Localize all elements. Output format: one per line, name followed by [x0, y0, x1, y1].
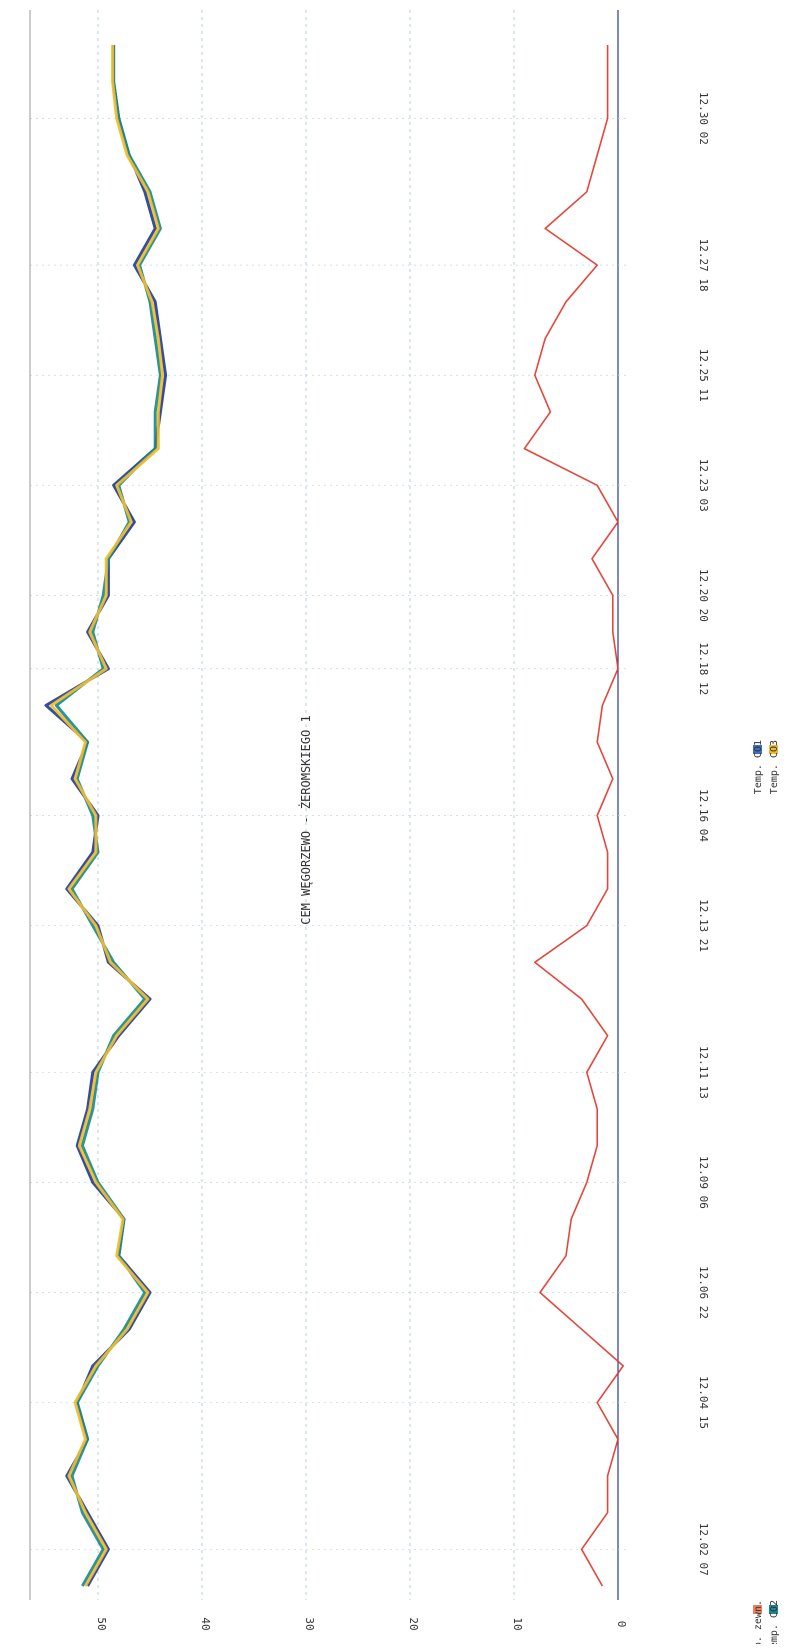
time-tick-label: 12.13 21: [697, 899, 710, 952]
value-tick-label: 30: [303, 1617, 316, 1630]
value-tick-label: 20: [407, 1617, 420, 1630]
time-tick-label: 12.02 07: [697, 1523, 710, 1576]
series-layer: [44, 45, 625, 1587]
time-tick-label: 12.25 11: [697, 349, 710, 402]
legend-swatch: [753, 745, 762, 754]
value-tick-label: 50: [95, 1617, 108, 1630]
grid-layer: [30, 10, 630, 1600]
series-line-temp-co3: [49, 45, 164, 1587]
legend-label: Temp. CO1: [753, 740, 764, 794]
series-line-temp-zewn-: [523, 45, 625, 1587]
legend-label: Temp. CO2: [769, 1600, 780, 1644]
legend-swatch: [753, 1605, 762, 1614]
time-tick-label: 12.27 18: [697, 239, 710, 292]
time-tick-label: 12.11 13: [697, 1046, 710, 1099]
time-tick-label: 12.04 15: [697, 1376, 710, 1429]
time-tick-label: 12.30 02: [697, 92, 710, 145]
time-tick-label: 12.18 12: [697, 642, 710, 695]
value-tick-label: 10: [511, 1617, 524, 1630]
legend-swatch: [769, 745, 778, 754]
legend-label: Temp. zewn.: [753, 1600, 764, 1644]
time-tick-label: 12.09 06: [697, 1156, 710, 1209]
time-tick-label: 12.23 03: [697, 459, 710, 512]
time-tick-label: 12.20 20: [697, 569, 710, 622]
legend-label: Temp. CO3: [769, 740, 780, 794]
series-line-temp-co2: [54, 45, 162, 1587]
series-line-temp-co1: [44, 45, 168, 1587]
value-tick-label: 0: [615, 1621, 628, 1628]
chart-title: CEM WĘGORZEWO - ŻEROMSKIEGO 1: [298, 715, 313, 925]
label-layer: 50 40 30 20 10 0 12.02 07 12.04 15 12.06 22 12.09…: [95, 92, 780, 1648]
time-tick-label: 12.16 04: [697, 789, 710, 842]
time-tick-label: 12.06 22: [697, 1266, 710, 1319]
value-tick-label: 40: [199, 1617, 212, 1630]
legend-swatch: [769, 1605, 778, 1614]
